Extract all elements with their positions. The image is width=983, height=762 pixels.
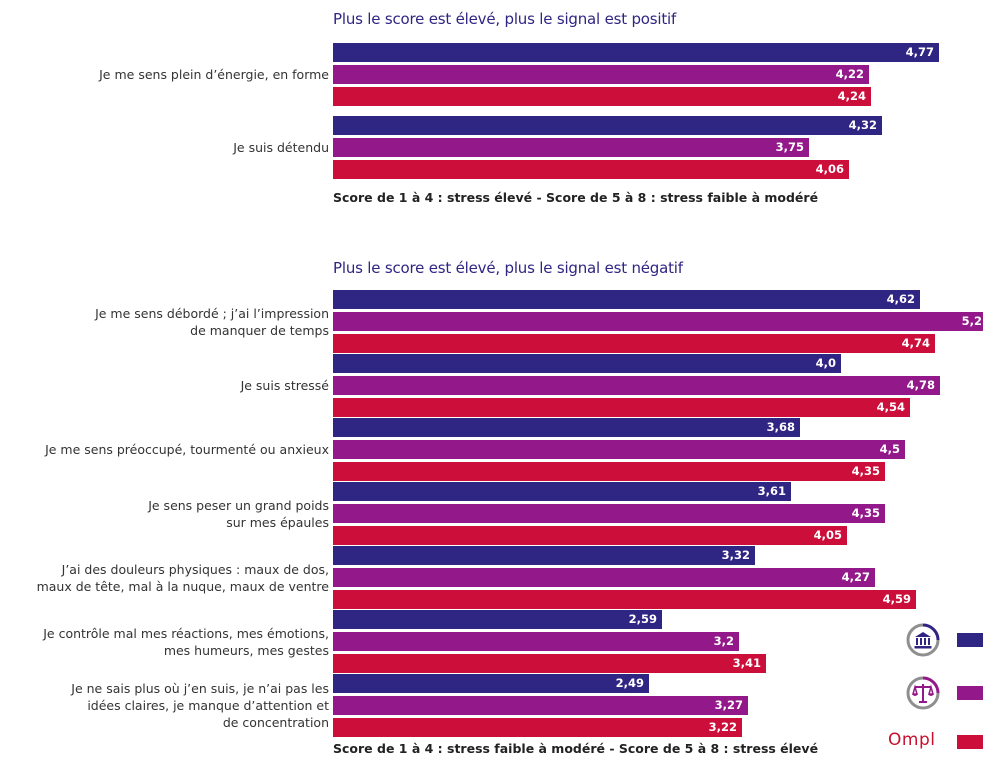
bar-series-1: 4,0: [333, 354, 841, 373]
bar-series-3: 4,74: [333, 334, 935, 353]
category-label: Je ne sais plus où j’en suis, je n’ai pa…: [71, 680, 329, 731]
legend-swatch-series-2: [957, 686, 983, 700]
bar-series-1: 2,59: [333, 610, 662, 629]
bar-series-1: 4,62: [333, 290, 920, 309]
bar-series-3: 4,06: [333, 160, 849, 179]
category-label: Je me sens débordé ; j’ai l’impression de…: [95, 305, 329, 339]
bar-value-label: 4,05: [813, 528, 842, 542]
category-label-line: mes humeurs, mes gestes: [163, 642, 329, 658]
bar-series-3: 4,24: [333, 87, 871, 106]
category-label: Je me sens plein d’énergie, en forme: [99, 66, 329, 83]
chart-title: Plus le score est élevé, plus le signal …: [333, 259, 683, 277]
bar-value-label: 3,68: [766, 420, 795, 434]
bar-value-label: 4,35: [851, 506, 880, 520]
chart-title: Plus le score est élevé, plus le signal …: [333, 10, 677, 28]
bar-value-label: 2,59: [628, 612, 657, 626]
bar-value-label: 4,22: [835, 67, 864, 81]
bar-series-1: 4,77: [333, 43, 939, 62]
bar-value-label: 2,49: [615, 676, 644, 690]
category-label: Je sens peser un grand poids sur mes épau…: [148, 497, 329, 531]
chart-note: Score de 1 à 4 : stress élevé - Score de…: [333, 190, 819, 205]
bar-series-3: 3,22: [333, 718, 742, 737]
bar-value-label: 3,22: [708, 720, 737, 734]
bar-series-1: 4,32: [333, 116, 882, 135]
bar-value-label: 4,77: [905, 45, 934, 59]
bar-series-1: 3,32: [333, 546, 755, 565]
chart-note: Score de 1 à 4 : stress faible à modéré …: [333, 741, 819, 756]
bar-value-label: 4,62: [886, 292, 915, 306]
category-label: Je suis détendu: [233, 139, 329, 156]
bar-series-3: 4,05: [333, 526, 847, 545]
category-label-line: Je suis stressé: [240, 378, 329, 393]
category-label-line: Je me sens débordé ; j’ai l’impression: [95, 305, 329, 321]
bar-series-3: 4,54: [333, 398, 910, 417]
category-label: Je contrôle mal mes réactions, mes émoti…: [43, 625, 329, 659]
legend-swatch-series-3: [957, 735, 983, 749]
category-label: Je me sens préoccupé, tourmenté ou anxie…: [45, 441, 329, 458]
category-label-line: sur mes épaules: [226, 514, 329, 530]
bar-series-2: 3,75: [333, 138, 809, 157]
bar-value-label: 3,41: [732, 656, 761, 670]
bar-value-label: 3,61: [757, 484, 786, 498]
bar-series-2: 5,21: [333, 312, 983, 331]
category-label-line: Je sens peser un grand poids: [148, 497, 329, 513]
bar-series-2: 4,5: [333, 440, 905, 459]
bar-value-label: 4,27: [841, 570, 870, 584]
bar-series-3: 3,41: [333, 654, 766, 673]
category-label: J’ai des douleurs physiques : maux de do…: [37, 561, 329, 595]
bar-series-3: 4,59: [333, 590, 916, 609]
bar-value-label: 4,74: [901, 336, 930, 350]
category-label-line: Je me sens plein d’énergie, en forme: [99, 67, 329, 82]
bar-series-2: 4,27: [333, 568, 875, 587]
bar-series-1: 3,68: [333, 418, 800, 437]
bar-series-3: 4,35: [333, 462, 885, 481]
bar-series-2: 3,2: [333, 632, 739, 651]
bar-value-label: 4,59: [882, 592, 911, 606]
bar-value-label: 4,35: [851, 464, 880, 478]
category-label-line: maux de tête, mal à la nuque, maux de ve…: [36, 578, 329, 594]
bar-series-2: 4,35: [333, 504, 885, 523]
bar-series-2: 4,22: [333, 65, 869, 84]
bar-value-label: 3,75: [775, 140, 804, 154]
ompl-logo: Ompl: [888, 730, 936, 750]
bar-value-label: 3,2: [713, 634, 734, 648]
bar-value-label: 3,32: [721, 548, 750, 562]
bar-value-label: 4,54: [876, 400, 905, 414]
legend-swatch-series-1: [957, 633, 983, 647]
bar-value-label: 3,27: [714, 698, 743, 712]
scales-of-justice-icon: [906, 676, 940, 710]
bar-series-1: 3,61: [333, 482, 791, 501]
category-label-line: Je suis détendu: [233, 140, 329, 155]
category-label-line: idées claires, je manque d’attention et: [87, 698, 329, 713]
category-label-line: Je contrôle mal mes réactions, mes émoti…: [43, 625, 329, 641]
bar-value-label: 4,5: [879, 442, 900, 456]
category-label-line: Je ne sais plus où j’en suis, je n’ai pa…: [71, 681, 329, 696]
category-label: Je suis stressé: [241, 377, 329, 394]
bar-value-label: 4,32: [848, 118, 877, 132]
category-label-line: de manquer de temps: [190, 322, 329, 338]
category-label-line: de concentration: [222, 715, 329, 730]
category-label-line: J’ai des douleurs physiques : maux de do…: [61, 561, 329, 577]
bar-series-2: 3,27: [333, 696, 748, 715]
bank-building-icon: [906, 623, 940, 657]
bar-value-label: 4,78: [906, 378, 935, 392]
bar-value-label: 4,0: [815, 356, 836, 370]
bar-value-label: 4,06: [815, 162, 844, 176]
category-label-line: Je me sens préoccupé, tourmenté ou anxie…: [45, 442, 329, 457]
bar-series-2: 4,78: [333, 376, 940, 395]
bar-value-label: 4,24: [837, 89, 866, 103]
bar-series-1: 2,49: [333, 674, 649, 693]
bar-value-label: 5,21: [961, 314, 983, 328]
